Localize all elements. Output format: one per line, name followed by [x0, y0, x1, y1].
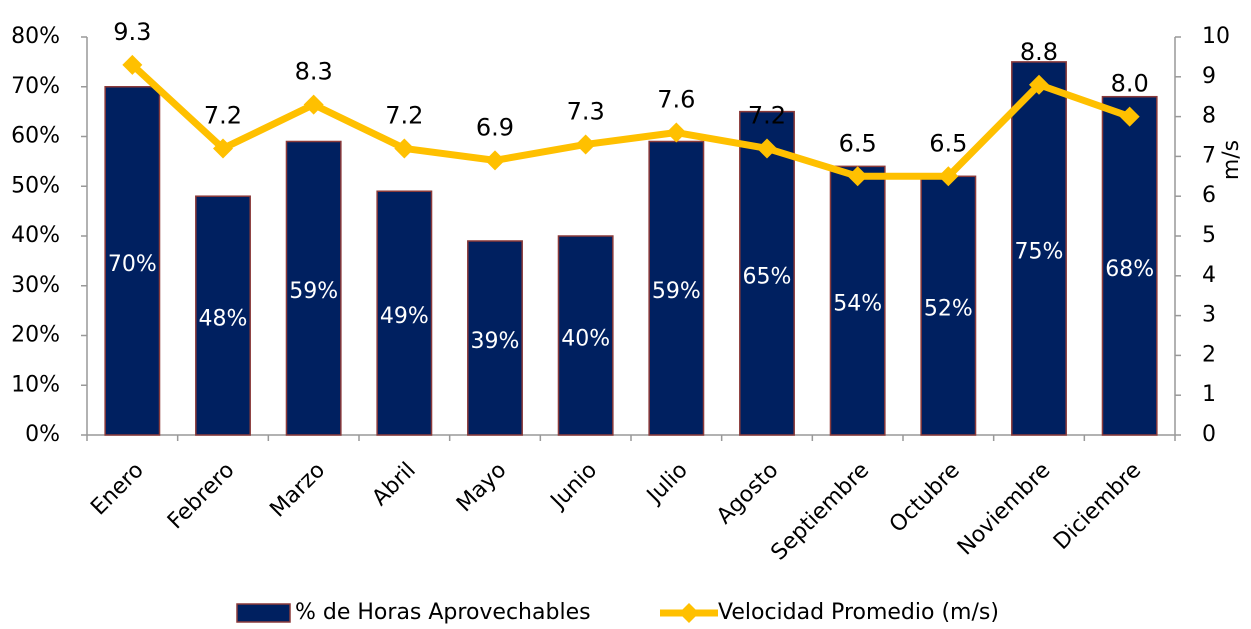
line-marker: [1029, 74, 1049, 95]
y2-tick-label: 9: [1202, 64, 1216, 89]
legend-swatch: [236, 603, 291, 623]
x-tick-label: Septiembre: [767, 458, 875, 566]
bar-value-label: 68%: [1105, 257, 1154, 282]
y2-tick-label: 7: [1202, 143, 1216, 168]
line-marker: [847, 166, 868, 187]
y-tick-label: 0%: [25, 422, 60, 447]
legend-label: % de Horas Aprovechables: [295, 600, 591, 625]
bar: [920, 175, 977, 436]
line-value-label: 8.3: [295, 58, 333, 86]
x-tick-label: Junio: [545, 458, 602, 515]
x-tick-label: Marzo: [265, 458, 330, 523]
y2-tick-label: 10: [1202, 24, 1230, 49]
bar-value-label: 54%: [833, 292, 882, 317]
y2-tick-label: 8: [1202, 104, 1216, 129]
legend-label: Velocidad Promedio (m/s): [718, 600, 999, 625]
y-tick-label: 20%: [11, 323, 60, 348]
y-tick-label: 50%: [11, 173, 60, 198]
line-value-label: 8.0: [1111, 70, 1149, 98]
line-value-label: 9.3: [113, 18, 151, 46]
bar: [195, 195, 251, 436]
bar-value-label: 39%: [471, 329, 520, 354]
y2-tick-label: 4: [1202, 263, 1216, 288]
y-tick-label: 60%: [11, 124, 60, 149]
x-tick-label: Enero: [86, 458, 149, 521]
line: [129, 62, 1131, 180]
x-tick-label: Mayo: [452, 458, 511, 517]
line-value-label: 7.2: [748, 101, 786, 129]
y-tick-label: 10%: [11, 372, 60, 397]
line-value-label: 7.6: [657, 86, 695, 114]
bar-value-label: 49%: [380, 304, 429, 329]
y2-tick-label: 3: [1202, 303, 1216, 328]
bar-value-label: 59%: [289, 279, 338, 304]
line-value-label: 6.9: [476, 113, 514, 141]
bar-value-label: 70%: [108, 252, 157, 277]
bar: [1101, 95, 1158, 436]
bar-value-label: 52%: [924, 297, 973, 322]
bar: [557, 235, 614, 436]
y2-tick-label: 1: [1202, 382, 1216, 407]
x-tick-label: Noviembre: [953, 458, 1056, 561]
line-marker: [938, 166, 959, 187]
x-tick-label: Abril: [368, 458, 421, 511]
bar: [1011, 61, 1067, 436]
bar: [739, 110, 795, 436]
line-value-label: 7.2: [385, 101, 423, 129]
line-marker: [575, 134, 596, 155]
line-marker: [1119, 106, 1140, 127]
bar: [648, 140, 705, 436]
line-marker: [666, 122, 687, 143]
y-tick-label: 40%: [11, 223, 60, 248]
line-value-label: 6.5: [929, 129, 967, 157]
bar: [376, 190, 433, 436]
line-value-label: 7.2: [204, 101, 242, 129]
y2-tick-label: 0: [1202, 422, 1216, 447]
x-tick-label: Octubre: [885, 458, 965, 538]
y2-tick-label: 6: [1202, 183, 1216, 208]
x-tick-label: Febrero: [163, 458, 239, 534]
y-tick-label: 70%: [11, 74, 60, 99]
line-marker: [485, 150, 505, 171]
bar-value-label: 65%: [743, 264, 792, 289]
bar-value-label: 75%: [1015, 239, 1064, 264]
line-marker: [303, 94, 324, 115]
line-marker: [122, 54, 143, 75]
bar: [285, 140, 342, 436]
y-tick-label: 80%: [11, 24, 60, 49]
y2-tick-label: 2: [1202, 342, 1216, 367]
bar-value-label: 40%: [561, 327, 610, 352]
bar: [467, 240, 523, 436]
line-value-label: 7.3: [567, 97, 605, 125]
y-tick-label: 30%: [11, 273, 60, 298]
bar-value-label: 59%: [652, 279, 701, 304]
line-value-label: 6.5: [839, 129, 877, 157]
x-tick-label: Julio: [641, 458, 693, 510]
line-marker: [757, 138, 777, 159]
line-marker: [394, 138, 415, 159]
y2-axis-label: m/s: [1219, 140, 1244, 180]
y2-tick-label: 5: [1202, 223, 1216, 248]
bar: [104, 86, 161, 436]
bar-value-label: 48%: [199, 307, 248, 332]
x-tick-label: Diciembre: [1049, 458, 1146, 555]
x-tick-label: Agosto: [712, 458, 783, 529]
line-marker: [213, 138, 233, 159]
line-value-label: 8.8: [1020, 38, 1058, 66]
legend-marker: [679, 603, 699, 623]
